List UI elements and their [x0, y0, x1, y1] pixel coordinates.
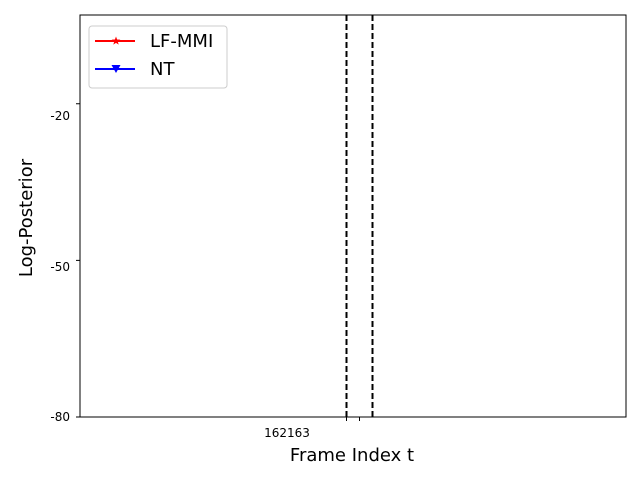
x-tick-label: 162 — [264, 426, 287, 440]
legend-marker-lf-mmi — [111, 36, 121, 45]
y-tick-label: -20 — [50, 109, 70, 123]
x-tick-label: 163 — [287, 426, 310, 440]
y-tick-labels: -20 -50 -80 — [50, 109, 70, 424]
legend-label-lf-mmi: LF-MMI — [150, 31, 213, 52]
legend-label-nt: NT — [150, 59, 175, 80]
legend: LF-MMI NT — [88, 25, 228, 89]
tick-marks — [76, 103, 360, 421]
y-tick-label: -80 — [50, 410, 70, 424]
y-axis-label: Log-Posterior — [16, 158, 37, 277]
chart-marks — [345, 15, 374, 417]
plot-frame — [79, 14, 627, 418]
legend-marker-nt — [111, 65, 121, 73]
y-tick-label: -50 — [50, 260, 70, 274]
x-axis-label: Frame Index t — [290, 445, 414, 466]
x-tick-labels: 162 163 — [264, 426, 310, 440]
